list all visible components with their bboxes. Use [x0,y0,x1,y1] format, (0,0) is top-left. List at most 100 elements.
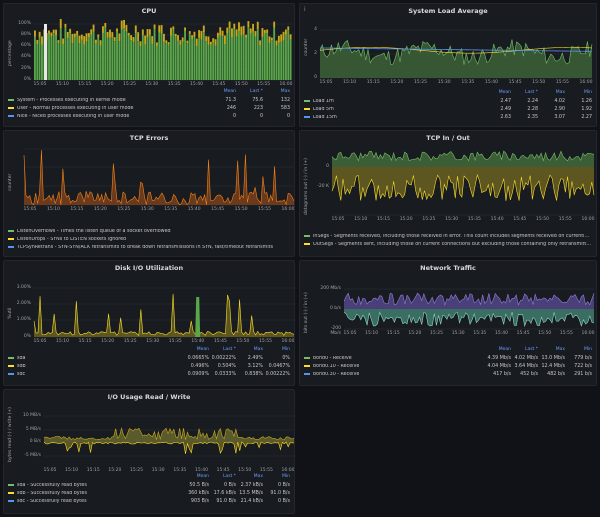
legend-value: 0 B/s [278,498,290,504]
legend-column-header[interactable]: Last * [222,347,236,352]
legend-value: 75.6 [252,97,263,103]
cpu-user-bar [238,22,240,31]
x-tick-label: 15:30 [437,80,451,85]
legend-value: 0.0909% [187,371,209,377]
legend-row[interactable]: bond0 - Receive 4.39 Mb/s 4.02 Mb/s 13.0 Mb… [304,354,592,362]
cpu-user-bar [64,23,67,28]
network-traffic-chart[interactable]: 200 Mb/s 0 b/s -200 Mb/s 15:05 15:10 15:15 15:… [300,275,596,345]
legend-row[interactable]: ListenDrops - SYNs to LISTEN sockets ign… [8,235,290,243]
cpu-user-bar [38,31,41,38]
legend-row[interactable]: Nice - Niced processes executing in user… [8,112,290,120]
x-tick-label: 15:20 [408,331,422,336]
tcp-in-out-chart[interactable]: 0 -20 K 15:05 15:10 15:15 15:20 15:25 15:30 15:3… [300,145,596,229]
cpu-system-bar [191,38,194,80]
legend-series-name: InSegs - Segments received, including th… [313,233,592,239]
cpu-user-bar [280,34,283,42]
legend-row[interactable]: sda - Successfully read bytes 50.5 B/s 0 B… [8,481,290,489]
panel-title[interactable]: System Load Average [408,7,488,15]
legend-value: 903 B/s [190,498,209,504]
x-tick-label: 16:00 [581,331,595,336]
panel-title[interactable]: CPU [141,7,157,15]
legend-row[interactable]: OutSegs - Segments sent, including those… [304,240,592,248]
cpu-chart[interactable]: 100% 80% 60% 40% 20% 0% 15:05 15:10 15:15 15:20 15… [4,16,294,88]
x-tick-label: 15:40 [190,82,204,87]
legend-row[interactable]: ListenOverflows - Times the listen queue… [8,227,290,235]
cpu-system-bar [71,43,74,80]
cpu-user-bar [263,29,266,34]
legend-column-header[interactable]: Mean [498,347,511,352]
info-icon[interactable]: i [304,6,306,13]
legend-row[interactable]: System - Processes executing in kernel m… [8,96,290,104]
cpu-system-bar [83,44,86,80]
cpu-system-bar [245,37,247,80]
legend-row[interactable]: sdb 0.496% 0.504% 3.12% 0.0467% [8,362,290,370]
legend-series-name: sdc [17,371,26,377]
legend-value: 0.0665% [187,355,209,361]
legend-value: 4.02 Mb/s [514,355,538,361]
x-tick-label: 15:40 [490,217,504,222]
cpu-system-bar [139,46,142,80]
cpu-gap-marker [44,24,47,80]
panel-title[interactable]: Disk I/O Utilization [114,264,184,272]
legend-row[interactable]: TCPSynRetrans - SYN-SYN/ACK retransmits … [8,243,290,251]
legend-column-header[interactable]: Min [584,90,592,95]
legend-row[interactable]: sdc - Successfully read bytes 903 B/s 91.0… [8,497,290,505]
cpu-system-bar [160,33,163,80]
load-chart[interactable]: 4 2 0 15:05 15:10 15:15 15:20 15:25 15:30 15:35 15… [300,16,596,88]
legend-row[interactable]: sdb - Successfully read bytes 360 kB/s 17.… [8,489,290,497]
legend-row[interactable]: bond0.30 - Receive 417 b/s 452 b/s 482 b/s 2… [304,370,592,378]
panel-title[interactable]: Network Traffic [420,264,476,272]
legend-column-header[interactable]: Max [253,347,263,352]
cpu-system-bar [219,35,222,80]
panel-title[interactable]: TCP Errors [129,134,169,142]
legend-row[interactable]: sda 0.0665% 0.00222% 2.49% 0% [8,354,290,362]
legend-column-header[interactable]: Max [280,89,290,94]
legend: Mean Last * Max System - Processes executin… [8,89,290,120]
legend-row[interactable]: sdc 0.0909% 0.0333% 0.838% 0.00222% [8,370,290,378]
legend-row[interactable]: InSegs - Segments received, including th… [304,232,592,240]
cpu-user-bar [261,28,264,38]
legend-column-header[interactable]: Mean [196,347,209,352]
cpu-system-bar [125,31,128,80]
disk-io-chart[interactable]: 3.00% 2.00% 1.00% 0% 15:05 15:10 15:15 15:20 15:… [4,275,294,345]
legend-row[interactable]: Load 15m 2.63 2.35 3.07 2.27 [304,113,592,121]
legend-column-header[interactable]: Max [555,90,565,95]
legend-column-header[interactable]: Max [555,347,565,352]
cpu-user-bar [48,30,50,34]
legend-row[interactable]: Load 5m 2.49 2.28 2.90 1.92 [304,105,592,113]
cpu-user-bar [181,37,184,42]
legend-column-header[interactable]: Min [282,474,290,479]
legend-column-header[interactable]: Min [584,347,592,352]
y-tick-label: 80% [20,32,31,37]
legend-row[interactable]: User - Normal processes executing in use… [8,104,290,112]
legend-column-header[interactable]: Last * [524,347,538,352]
legend-column-header[interactable]: Mean [498,90,511,95]
legend-column-header[interactable]: Last * [524,90,538,95]
io-usage-chart[interactable]: 10 MB/s 5 MB/s 0 B/s -5 MB/s 15:05 15:10 15:15… [4,404,294,473]
panel-title[interactable]: TCP In / Out [426,134,470,142]
legend-row[interactable]: Load 1m 2.47 2.24 4.02 1.26 [304,97,592,105]
cpu-user-bar [158,25,161,33]
legend: ListenOverflows - Times the listen queue… [8,227,290,251]
legend-column-header[interactable]: Last * [249,89,263,94]
legend-value: 2.90 [554,106,565,112]
y-tick-label: 40% [20,54,31,59]
legend-column-header[interactable]: Min [282,347,290,352]
cpu-system-bar [268,42,271,80]
legend-column-header[interactable]: Max [253,474,263,479]
cpu-user-bar [66,31,69,39]
panel-title[interactable]: I/O Usage Read / Write [107,393,191,401]
x-tick-label: 15:30 [140,207,154,212]
cpu-system-bar [102,33,104,80]
cpu-user-bar [235,29,238,37]
cpu-user-bar [270,37,273,41]
legend-column-header[interactable]: Mean [196,474,209,479]
cpu-system-bar [92,31,95,80]
legend-column-header[interactable]: Mean [223,89,236,94]
x-tick-label: 15:45 [216,468,230,473]
legend-row[interactable]: bond0.10 - Receive 4.04 Mb/s 3.64 Mb/s 12.4… [304,362,592,370]
tcp-errors-chart[interactable]: 15:05 15:10 15:15 15:20 15:25 15:30 15:35 15:40… [4,145,294,225]
cpu-system-bar [284,34,287,80]
x-tick-label: 15:40 [194,468,208,473]
legend-column-header[interactable]: Last * [222,474,236,479]
